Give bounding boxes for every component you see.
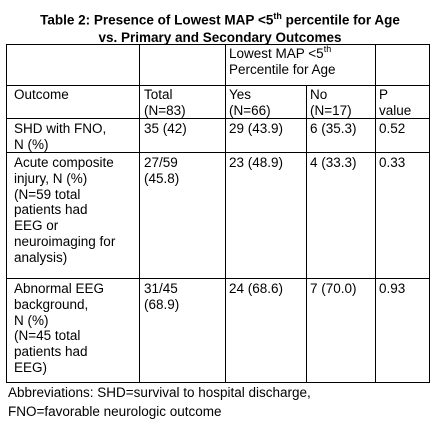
table-col-rule-4	[375, 44, 376, 383]
table-col-rule-1	[139, 44, 140, 383]
column-header-total: Total (N=83)	[144, 87, 186, 118]
group-header-text-end: Percentile for Age	[229, 61, 336, 77]
column-header-no: No (N=17)	[310, 87, 352, 118]
table-row-2-outcome: Acute composite injury, N (%) (N=59 tota…	[14, 155, 116, 265]
table-row-1-total: 35 (42)	[144, 121, 187, 136]
column-header-p-value: P value	[379, 87, 412, 118]
title-superscript: th	[273, 11, 282, 21]
table-row-3-yes: 24 (68.6)	[229, 281, 284, 296]
table-row-3-p: 0.93	[379, 281, 406, 296]
table-rule-row-2	[6, 278, 430, 279]
table-row-3-no: 7 (70.0)	[310, 281, 357, 296]
table-row-1-no: 6 (35.3)	[310, 121, 357, 136]
table-rule-header	[6, 118, 430, 119]
table-row-2-total: 27/59 (45.8)	[144, 155, 180, 186]
table-border-left	[6, 44, 7, 383]
table-rule-row-1	[6, 152, 430, 153]
group-header-text: Lowest MAP <5	[229, 46, 324, 61]
table-title: Table 2: Presence of Lowest MAP <5th per…	[0, 8, 440, 46]
table-row-1-outcome: SHD with FNO, N (%)	[14, 121, 107, 152]
table-row-2-yes: 23 (48.9)	[229, 155, 284, 170]
table-row-2-p: 0.33	[379, 155, 406, 170]
table-border-top	[6, 44, 430, 45]
table-title-line-2: vs. Primary and Secondary Outcomes	[98, 29, 342, 45]
table-row-3-outcome: Abnormal EEG background, N (%) (N=45 tot…	[14, 281, 105, 375]
table-rule-group-header	[6, 85, 430, 86]
table-row-2-no: 4 (33.3)	[310, 155, 357, 170]
table-col-rule-3	[306, 85, 307, 383]
table-row-3-total: 31/45 (68.9)	[144, 281, 180, 312]
column-header-yes: Yes (N=66)	[229, 87, 271, 118]
outcomes-table: Lowest MAP <5th Percentile for Age Outco…	[6, 44, 430, 383]
group-header-lowest-map: Lowest MAP <5th Percentile for Age	[229, 43, 374, 78]
table-row-1-p: 0.52	[379, 121, 406, 136]
table-row-1-yes: 29 (43.9)	[229, 121, 284, 136]
table-col-rule-2	[225, 44, 226, 383]
group-header-superscript: th	[323, 43, 332, 54]
column-header-outcome: Outcome	[14, 87, 69, 102]
title-text-end: percentile for Age	[281, 12, 400, 28]
table-title-line-1: Table 2: Presence of Lowest MAP <5th per…	[0, 8, 440, 29]
abbreviations-footnote: Abbreviations: SHD=survival to hospital …	[8, 385, 311, 419]
title-text: Table 2: Presence of Lowest MAP <5	[40, 12, 274, 28]
table-border-right	[429, 44, 430, 383]
table-border-bottom	[6, 382, 430, 383]
